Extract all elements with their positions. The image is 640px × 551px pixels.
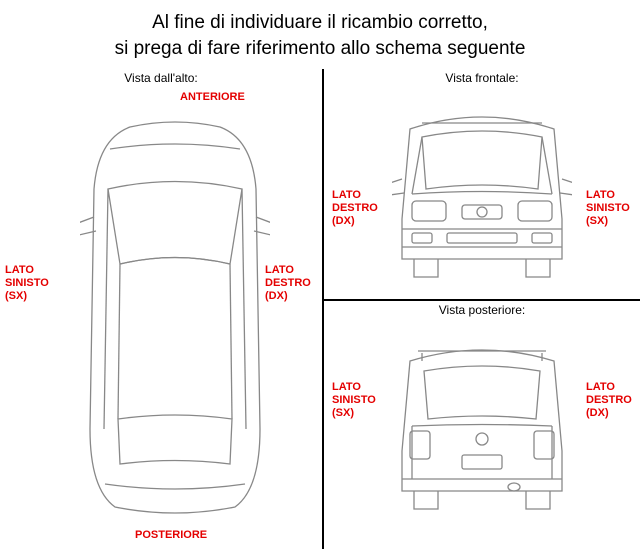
panel-top-view: Vista dall'alto: ANTERIORE LATO SINISTO … — [0, 69, 322, 549]
front-view-car-icon — [392, 99, 572, 289]
label-lato-sinistro-front: LATO SINISTO (SX) — [586, 189, 630, 227]
label-anteriore: ANTERIORE — [180, 91, 245, 104]
header: Al fine di individuare il ricambio corre… — [0, 0, 640, 69]
header-line1: Al fine di individuare il ricambio corre… — [30, 10, 610, 36]
top-view-title: Vista dall'alto: — [0, 69, 322, 89]
label-lato-sinistro-top: LATO SINISTO (SX) — [5, 264, 49, 302]
panel-front-view: Vista frontale: LATO DESTRO (DX) LATO SI… — [324, 69, 640, 299]
label-lato-destro-front: LATO DESTRO (DX) — [332, 189, 378, 227]
panels: Vista dall'alto: ANTERIORE LATO SINISTO … — [0, 69, 640, 549]
label-posteriore: POSTERIORE — [135, 529, 207, 542]
top-view-car-icon — [80, 119, 270, 519]
label-lato-destro-rear: LATO DESTRO (DX) — [586, 381, 632, 419]
header-line2: si prega di fare riferimento allo schema… — [30, 36, 610, 62]
rear-view-title: Vista posteriore: — [324, 301, 640, 321]
front-view-title: Vista frontale: — [324, 69, 640, 89]
rear-view-car-icon — [392, 331, 572, 526]
label-lato-destro-top: LATO DESTRO (DX) — [265, 264, 311, 302]
panel-rear-view: Vista posteriore: LATO SINISTO (SX) LATO… — [324, 301, 640, 549]
page: Al fine di individuare il ricambio corre… — [0, 0, 640, 551]
label-lato-sinistro-rear: LATO SINISTO (SX) — [332, 381, 376, 419]
